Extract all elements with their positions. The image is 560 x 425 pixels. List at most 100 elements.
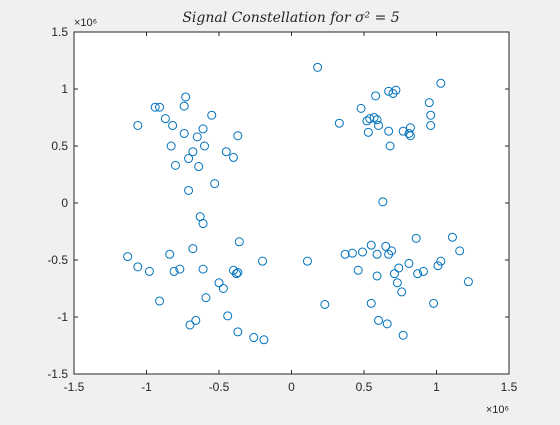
scatter-point [223, 311, 233, 321]
scatter-point [436, 78, 446, 88]
scatter-point [369, 113, 379, 122]
scatter-point [405, 123, 415, 133]
scatter-point [168, 120, 178, 130]
scatter-point [424, 98, 434, 108]
scatter-point [191, 315, 201, 325]
scatter-point [144, 266, 154, 276]
y-exponent-label: ×10⁶ [74, 17, 97, 29]
scatter-point [258, 256, 267, 266]
scatter-point [384, 86, 394, 96]
scatter-point [372, 115, 382, 125]
y-tick-label: -1 [57, 310, 68, 324]
scatter-point [347, 248, 357, 258]
scatter-point [385, 141, 395, 151]
scatter-point [365, 114, 375, 124]
x-tick-label: -0.5 [209, 380, 230, 394]
scatter-point [381, 241, 391, 251]
scatter-point [378, 197, 388, 207]
scatter-point [166, 141, 176, 151]
scatter-point [398, 330, 408, 340]
scatter-point [391, 85, 401, 95]
chart-title: Signal Constellation for σ² = 5 [182, 10, 399, 26]
scatter-point [366, 298, 376, 308]
scatter-point [334, 118, 344, 128]
scatter-point [207, 110, 217, 120]
scatter-point [436, 256, 446, 266]
scatter-point [426, 120, 436, 130]
scatter-point [233, 131, 243, 141]
scatter-point [171, 160, 180, 170]
scatter-point [433, 261, 443, 271]
scatter-point [192, 132, 202, 142]
scatter-point [371, 91, 381, 101]
scatter-point [179, 128, 189, 138]
scatter-point [218, 284, 228, 293]
scatter-point [233, 268, 243, 278]
scatter-point [374, 315, 383, 325]
scatter-point [229, 152, 238, 162]
scatter-point [429, 298, 439, 308]
scatter-point [356, 103, 366, 113]
scatter-point [234, 237, 244, 247]
scatter-point [184, 185, 194, 195]
scatter-point [150, 102, 160, 112]
scatter-point [188, 244, 198, 254]
scatter-point [175, 264, 185, 274]
scatter-point [313, 62, 323, 72]
scatter-point [320, 299, 330, 309]
scatter-point [188, 147, 198, 157]
scatter-point [184, 154, 194, 164]
scatter-point [198, 124, 208, 134]
y-tick-label: 0 [61, 196, 68, 210]
scatter-point [259, 335, 269, 345]
scatter-point [372, 271, 382, 281]
scatter-point [181, 92, 191, 102]
scatter-point [358, 247, 368, 257]
x-tick-label: 1 [433, 380, 440, 394]
scatter-point [133, 120, 143, 130]
scatter-point [398, 126, 408, 136]
scatter-point [404, 128, 414, 138]
scatter-point [194, 162, 204, 172]
scatter-point [363, 127, 373, 137]
scatter-point [214, 278, 224, 288]
scatter-point [353, 265, 363, 275]
scatter-point [463, 277, 473, 287]
scatter-point [231, 269, 241, 279]
scatter-point [133, 262, 143, 272]
scatter-point [384, 126, 394, 136]
scatter-point [447, 232, 457, 242]
scatter-point [200, 141, 209, 151]
scatter-point [198, 264, 208, 274]
x-tick-label: 0 [288, 380, 295, 394]
scatter-point [155, 296, 165, 306]
x-tick-label: -1 [141, 380, 152, 394]
scatter-point [372, 249, 382, 259]
scatter-point [426, 110, 436, 120]
y-tick-label: 1.5 [51, 25, 68, 39]
scatter-point [179, 101, 189, 111]
scatter-point [413, 269, 423, 279]
scatter-point [392, 278, 402, 288]
scatter-point [198, 219, 208, 229]
scatter-point [123, 252, 133, 262]
scatter-point [169, 266, 179, 276]
scatter-point [397, 287, 407, 297]
y-tick-label: -0.5 [47, 253, 68, 267]
scatter-point [382, 319, 392, 329]
x-tick-label: -1.5 [64, 380, 85, 394]
scatter-point [387, 246, 397, 256]
y-tick-label: 1 [61, 82, 68, 96]
scatter-point [233, 327, 243, 337]
scatter-point [404, 258, 414, 268]
scatter-point [160, 114, 170, 124]
scatter-point [389, 269, 399, 279]
scatter-point [185, 320, 195, 330]
scatter-point [249, 333, 259, 343]
scatter-point [366, 240, 376, 250]
plot-area [74, 32, 509, 374]
scatter-point [418, 266, 428, 276]
scatter-point [201, 293, 211, 303]
y-tick-label: -1.5 [47, 367, 68, 381]
